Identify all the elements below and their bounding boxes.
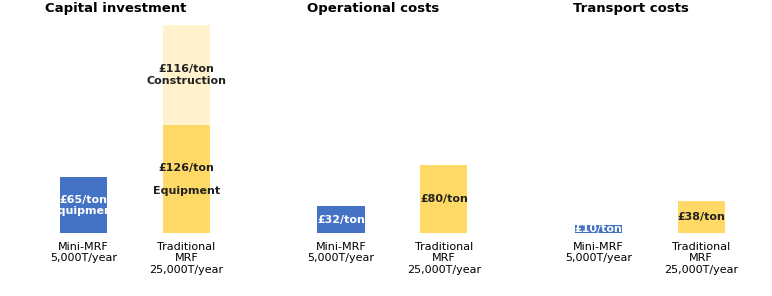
Text: £10/ton: £10/ton bbox=[574, 224, 622, 234]
Text: Capital investment: Capital investment bbox=[45, 2, 187, 15]
Bar bbox=[678, 201, 725, 234]
Text: £116/ton
Construction: £116/ton Construction bbox=[147, 64, 226, 86]
Text: Operational costs: Operational costs bbox=[307, 2, 439, 15]
Bar bbox=[163, 25, 210, 125]
Bar bbox=[163, 125, 210, 234]
Text: £38/ton: £38/ton bbox=[677, 212, 725, 222]
Text: Traditional
MRF
25,000T/year: Traditional MRF 25,000T/year bbox=[407, 242, 481, 275]
Text: Mini-MRF
5,000T/year: Mini-MRF 5,000T/year bbox=[307, 242, 374, 263]
Text: Mini-MRF
5,000T/year: Mini-MRF 5,000T/year bbox=[565, 242, 631, 263]
Bar bbox=[574, 225, 622, 234]
Text: £126/ton

Equipment: £126/ton Equipment bbox=[153, 163, 220, 196]
Text: Traditional
MRF
25,000T/year: Traditional MRF 25,000T/year bbox=[664, 242, 738, 275]
Text: £80/ton: £80/ton bbox=[420, 194, 468, 204]
Text: Traditional
MRF
25,000T/year: Traditional MRF 25,000T/year bbox=[150, 242, 224, 275]
Text: £65/ton
Equipment: £65/ton Equipment bbox=[50, 195, 117, 216]
Text: Transport costs: Transport costs bbox=[573, 2, 689, 15]
Bar bbox=[317, 206, 364, 234]
Bar bbox=[60, 178, 107, 234]
Text: £32/ton: £32/ton bbox=[317, 215, 365, 225]
Bar bbox=[420, 165, 468, 234]
Text: Mini-MRF
5,000T/year: Mini-MRF 5,000T/year bbox=[50, 242, 117, 263]
